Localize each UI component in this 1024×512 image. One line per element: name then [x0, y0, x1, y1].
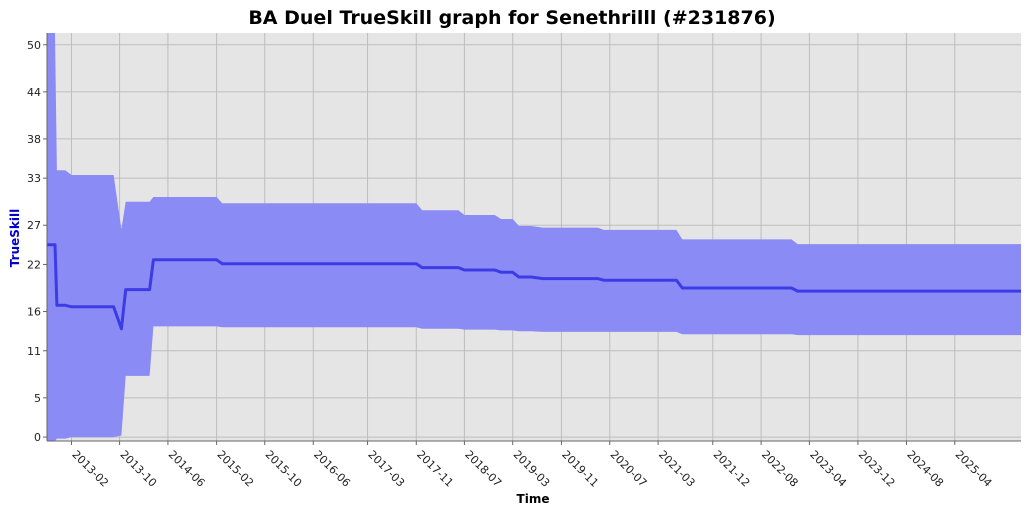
- trueskill-line: [47, 243, 1021, 331]
- y-tick-label-2: 11: [27, 345, 41, 358]
- axes: [46, 33, 1021, 442]
- y-tick-label-3: 16: [27, 306, 41, 319]
- y-tick-label-7: 38: [27, 133, 41, 146]
- y-axis-ticks: 0 5 11 16 22 27 33 38 44 50: [27, 39, 47, 444]
- y-tick-label-5: 27: [27, 219, 41, 232]
- y-tick-label-1: 5: [34, 392, 41, 405]
- y-tick-label-0: 0: [34, 431, 41, 444]
- y-tick-label-9: 50: [27, 39, 41, 52]
- y-tick-label-8: 44: [27, 86, 41, 99]
- x-axis-label: Time: [517, 492, 550, 506]
- uncertainty-band: [47, 33, 1021, 441]
- y-tick-label-6: 33: [27, 172, 41, 185]
- y-tick-label-4: 22: [27, 258, 41, 271]
- chart-title: BA Duel TrueSkill graph for Senethrilll …: [248, 7, 775, 29]
- y-axis-label: TrueSkill: [8, 209, 22, 267]
